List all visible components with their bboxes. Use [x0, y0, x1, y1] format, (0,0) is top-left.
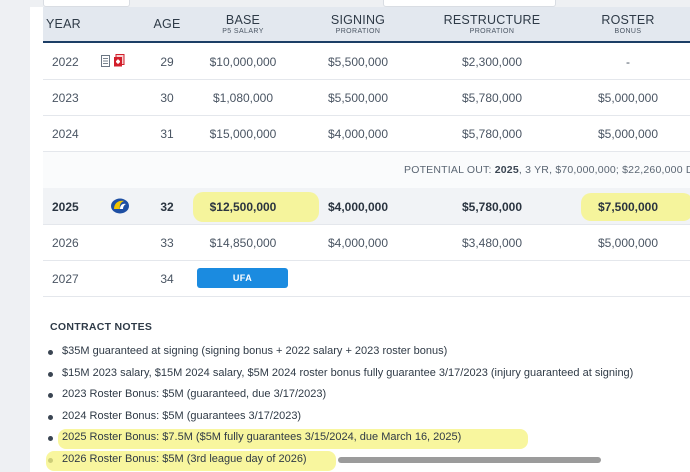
top-tab[interactable]: [383, 0, 556, 7]
roster-bonus-cell: $5,000,000: [597, 91, 659, 105]
top-tab-strip: [0, 0, 690, 7]
age-cell: 30: [160, 91, 174, 105]
base-salary-cell: $15,000,000: [209, 127, 277, 141]
base-salary-cell: $1,080,000: [212, 91, 274, 105]
restructure-proration-cell: $5,780,000: [461, 127, 523, 141]
header-year[interactable]: YEAR: [46, 17, 81, 31]
header-signing[interactable]: SIGNING PRORATION: [330, 13, 386, 35]
age-cell: 29: [160, 55, 174, 69]
highlighter-mark: [193, 192, 319, 222]
restructure-proration-cell: $2,300,000: [461, 55, 523, 69]
table-row: 2026 33 $14,850,000 $4,000,000 $3,480,00…: [43, 224, 690, 261]
table-row: 2023 30 $1,080,000 $5,500,000 $5,780,000…: [43, 79, 690, 116]
pdf-icon[interactable]: [114, 54, 125, 67]
restructure-proration-cell: $3,480,000: [461, 236, 523, 250]
team-logo-icon[interactable]: [110, 197, 130, 215]
horizontal-scrollbar[interactable]: [338, 457, 601, 463]
list-item: 2026 Roster Bonus: $5M (3rd league day o…: [46, 449, 688, 471]
contract-card: YEAR AGE BASE P5 SALARY SIGNING PRORATIO…: [30, 7, 690, 472]
base-salary-cell: $12,500,000: [209, 200, 277, 214]
restructure-proration-cell: $5,780,000: [461, 200, 523, 214]
base-salary-cell: $14,850,000: [209, 236, 277, 250]
table-row: 2027 34 UFA: [43, 260, 690, 297]
potential-out-text: POTENTIAL OUT: 2025, 3 YR, $70,000,000; …: [404, 164, 690, 176]
highlighter-mark: [58, 429, 528, 450]
document-icon[interactable]: [101, 55, 112, 68]
year-cell[interactable]: 2024: [52, 127, 79, 141]
base-salary-cell: $10,000,000: [209, 55, 277, 69]
table-row: 2024 31 $15,000,000 $4,000,000 $5,780,00…: [43, 115, 690, 152]
age-cell: 32: [160, 200, 174, 214]
list-item: 2025 Roster Bonus: $7.5M ($5M fully guar…: [48, 427, 688, 450]
signing-proration-cell: $5,500,000: [327, 55, 389, 69]
signing-proration-cell: $4,000,000: [327, 200, 389, 214]
list-item: $35M guaranteed at signing (signing bonu…: [48, 341, 688, 363]
list-item: 2023 Roster Bonus: $5M (guaranteed, due …: [48, 384, 688, 406]
top-tab[interactable]: [43, 0, 130, 7]
age-cell: 33: [160, 236, 174, 250]
roster-bonus-cell: $5,000,000: [597, 127, 659, 141]
year-cell[interactable]: 2025: [52, 200, 79, 214]
signing-proration-cell: $5,500,000: [327, 91, 389, 105]
contract-notes-list: $35M guaranteed at signing (signing bonu…: [46, 341, 688, 471]
year-cell[interactable]: 2026: [52, 236, 79, 250]
ufa-badge[interactable]: UFA: [197, 268, 288, 288]
list-item: 2024 Roster Bonus: $5M (guarantees 3/17/…: [48, 406, 688, 428]
table-row-current: 2025 32 $12,500,000 $4,000,000 $5,780,00…: [43, 188, 690, 225]
table-row: 2022 29 $10,000,000 $5,500,000 $2,300,00…: [43, 43, 690, 80]
age-cell: 31: [160, 127, 174, 141]
header-roster[interactable]: ROSTER BONUS: [601, 13, 655, 35]
table-header: YEAR AGE BASE P5 SALARY SIGNING PRORATIO…: [43, 7, 690, 43]
roster-bonus-cell: -: [626, 55, 630, 69]
contract-notes-title: CONTRACT NOTES: [50, 321, 153, 333]
age-cell: 34: [160, 272, 174, 286]
signing-proration-cell: $4,000,000: [327, 127, 389, 141]
highlighter-mark: [581, 193, 690, 221]
year-cell[interactable]: 2027: [52, 272, 79, 286]
list-item: $15M 2023 salary, $15M 2024 salary, $5M …: [48, 363, 688, 385]
header-age[interactable]: AGE: [153, 17, 181, 31]
restructure-proration-cell: $5,780,000: [461, 91, 523, 105]
potential-out-row: POTENTIAL OUT: 2025, 3 YR, $70,000,000; …: [43, 152, 690, 189]
signing-proration-cell: $4,000,000: [327, 236, 389, 250]
year-cell[interactable]: 2023: [52, 91, 79, 105]
year-cell[interactable]: 2022: [52, 55, 79, 69]
header-base[interactable]: BASE P5 SALARY: [222, 13, 264, 35]
header-restructure[interactable]: RESTRUCTURE PRORATION: [443, 13, 541, 35]
roster-bonus-cell: $5,000,000: [597, 236, 659, 250]
highlighter-mark: [46, 450, 336, 471]
roster-bonus-cell: $7,500,000: [597, 200, 659, 214]
